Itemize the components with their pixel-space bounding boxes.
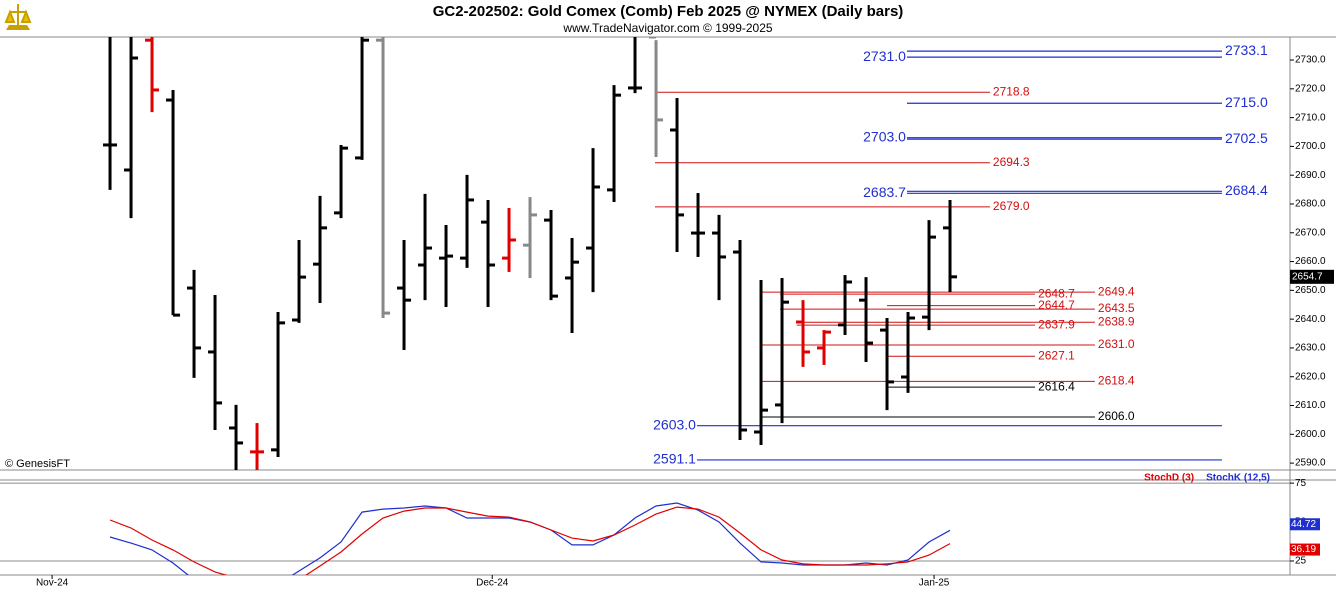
x-tick-label: Nov-24 — [36, 578, 69, 589]
y-tick-label: 2590.0 — [1295, 458, 1326, 469]
stoch-pane — [0, 482, 1290, 575]
y-tick-label: 2700.0 — [1295, 141, 1326, 152]
watermark: © GenesisFT — [5, 458, 70, 470]
value-label: 44.72 — [1291, 519, 1316, 530]
level-label: 2638.9 — [1098, 314, 1135, 328]
level-label: 2643.5 — [1098, 301, 1135, 315]
last-price-box — [1290, 269, 1334, 284]
price-pane — [103, 37, 1222, 470]
level-label: 2649.4 — [1098, 284, 1135, 298]
chart-title: GC2-202502: Gold Comex (Comb) Feb 2025 @… — [433, 3, 904, 20]
last-price-label: 2654.7 — [1292, 271, 1323, 282]
x-tick-label: Dec-24 — [476, 578, 509, 589]
level-label: 2603.0 — [653, 416, 696, 432]
axes: 2590.0 2600.0 2610.0 2620.0 2630.0 2640.0 2650… — [36, 42, 1334, 589]
level-label: 2731.0 — [863, 48, 906, 64]
x-tick-label: Jan-25 — [919, 578, 950, 589]
level-label: 2591.1 — [653, 451, 696, 467]
y-tick-label: 2620.0 — [1295, 371, 1326, 382]
value-box — [1290, 518, 1320, 531]
value-label: 36.19 — [1291, 544, 1316, 555]
y-tick-label: 2650.0 — [1295, 285, 1326, 296]
y-tick-label: 2660.0 — [1295, 256, 1326, 267]
level-label: 2684.4 — [1225, 182, 1268, 198]
y-tick-label: 2690.0 — [1295, 170, 1326, 181]
y-tick-label: 75 — [1295, 478, 1307, 489]
legend-entry: StochK (12,5) — [1206, 473, 1270, 484]
level-label: 2631.0 — [1098, 337, 1135, 351]
y-tick-label: 2680.0 — [1295, 199, 1326, 210]
level-label: 2679.0 — [993, 199, 1030, 213]
y-tick-label: 2720.0 — [1295, 83, 1326, 94]
level-label: 2733.1 — [1225, 42, 1268, 58]
level-label: 2648.7 — [1038, 286, 1075, 300]
level-label: 2616.4 — [1038, 379, 1075, 393]
y-tick-label: 2670.0 — [1295, 227, 1326, 238]
level-label: 2683.7 — [863, 184, 906, 200]
value-box — [1290, 543, 1320, 556]
level-label: 2606.0 — [1098, 409, 1135, 423]
chart-subtitle: www.TradeNavigator.com © 1999-2025 — [562, 21, 772, 35]
level-label: 2694.3 — [993, 155, 1030, 169]
level-label: 2618.4 — [1098, 373, 1135, 387]
y-tick-label: 2610.0 — [1295, 400, 1326, 411]
level-label: 2703.0 — [863, 128, 906, 144]
legend-entry: StochD (3) — [1144, 473, 1194, 484]
y-tick-label: 2600.0 — [1295, 429, 1326, 440]
stoch-line — [109, 506, 951, 575]
level-label: 2702.5 — [1225, 130, 1268, 146]
y-tick-label: 2730.0 — [1295, 55, 1326, 66]
level-label: 2627.1 — [1038, 348, 1075, 362]
y-tick-label: 2640.0 — [1295, 314, 1326, 325]
y-tick-label: 2630.0 — [1295, 343, 1326, 354]
level-label: 2718.8 — [993, 84, 1030, 98]
y-tick-label: 2710.0 — [1295, 112, 1326, 123]
level-label: 2715.0 — [1225, 94, 1268, 110]
level-label: 2644.7 — [1038, 298, 1075, 312]
logo — [4, 4, 32, 30]
level-label: 2637.9 — [1038, 317, 1075, 331]
y-tick-label: 25 — [1295, 556, 1307, 567]
